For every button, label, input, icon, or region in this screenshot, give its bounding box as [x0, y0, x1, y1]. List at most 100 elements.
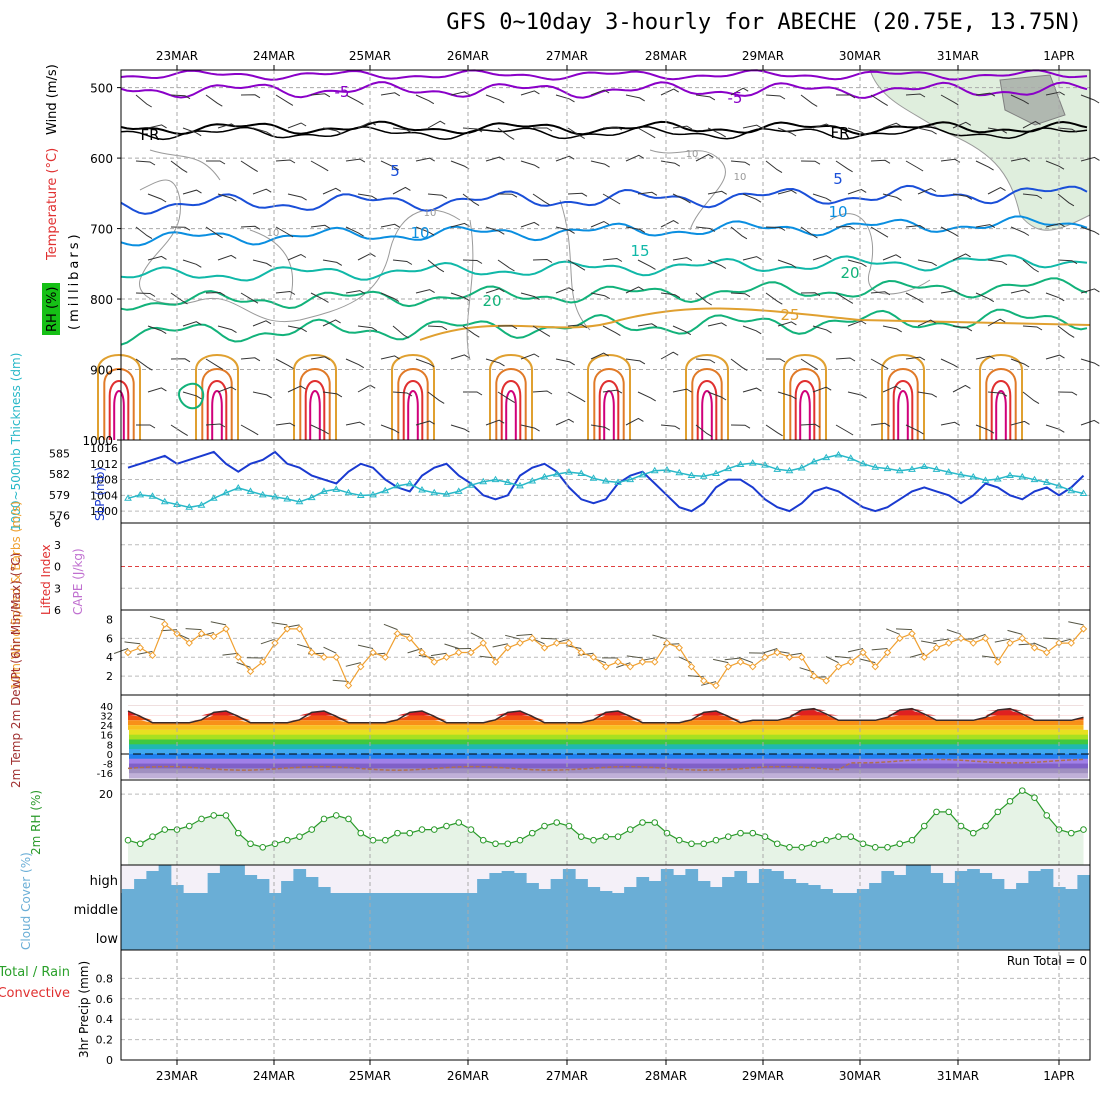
wind-barb	[427, 259, 445, 273]
rh-point	[467, 826, 475, 833]
wind-barb	[870, 94, 888, 107]
rh-point	[124, 836, 132, 844]
thickness-point	[234, 483, 243, 491]
temp-contour-loop	[897, 390, 909, 440]
wind-speed-point	[871, 662, 879, 671]
rh-point	[590, 836, 597, 844]
wind-barb	[357, 121, 376, 129]
thickness-point	[1006, 471, 1014, 479]
thickness-point	[675, 468, 684, 476]
wind-barb-10m	[799, 667, 815, 673]
wind-barb	[532, 193, 550, 206]
wind-barb	[917, 127, 937, 135]
wind-barb-10m	[383, 623, 398, 631]
wind-barb	[240, 94, 261, 99]
rh-point	[577, 833, 585, 840]
wind-barb	[812, 386, 832, 393]
wind-barb	[520, 292, 540, 301]
rh-point	[504, 840, 512, 848]
temp-contour-loop	[887, 368, 919, 440]
thickness-point	[381, 486, 390, 494]
wind-barb	[275, 159, 296, 164]
thickness-point	[430, 488, 439, 496]
wind-speed-point	[455, 648, 463, 657]
temp-contour-loop	[505, 390, 517, 440]
wind-barb	[975, 355, 995, 360]
wind-barb	[287, 122, 307, 129]
ytick-temp: -16	[97, 769, 113, 780]
rh-point	[639, 819, 646, 826]
wind-barb	[135, 94, 152, 108]
wind-barb	[392, 259, 413, 265]
rh-point	[198, 815, 205, 823]
contour-label: 10	[267, 228, 280, 239]
wind-speed-point	[504, 644, 512, 652]
thickness-point	[908, 465, 916, 472]
date-label-bottom: 26MAR	[447, 1069, 489, 1083]
wind-barb	[987, 127, 1008, 134]
rh-point	[271, 840, 279, 848]
upper-ylabel2: (millibars)	[67, 231, 82, 330]
wind-barb	[520, 160, 540, 169]
wind-barb	[847, 391, 867, 399]
ytick-pressure: 700	[90, 223, 113, 237]
rh-point	[492, 840, 499, 848]
rh-point	[234, 829, 242, 837]
cloud-high-bar	[783, 879, 797, 893]
cloud-high-bar	[281, 881, 294, 893]
contour-label: 5	[833, 170, 843, 188]
cloud-high-bar	[734, 871, 748, 893]
rh-point	[553, 819, 561, 826]
wind-speed-point	[908, 629, 916, 638]
temp-contour-loop	[598, 380, 620, 440]
cloud-high-bar	[942, 883, 956, 893]
wind-barb	[1022, 120, 1041, 129]
wind-barb	[590, 220, 610, 228]
thickness-point	[1079, 489, 1088, 496]
wind-speed-point	[246, 667, 255, 676]
contour-label: FR	[830, 124, 849, 142]
ylabel-temp2m: 2m Temp 2m DewPt (6hr Min/Max) (°C)	[9, 553, 23, 788]
wind-barb	[1010, 94, 1029, 105]
temp-contour-loop	[979, 354, 1023, 440]
thickness-line	[127, 454, 1084, 509]
wind-barb	[672, 193, 691, 204]
wind-barb	[485, 419, 505, 426]
wind-barb	[742, 256, 762, 261]
wind-barb-10m	[1068, 621, 1084, 626]
wind-speed-point	[847, 658, 855, 666]
wind-barb-10m	[357, 644, 374, 649]
wind-barb	[625, 358, 646, 365]
thickness-point	[1042, 478, 1051, 485]
temp-2m-line	[127, 707, 1084, 724]
wind-barb	[205, 226, 223, 239]
wind-barb	[882, 385, 902, 393]
thickness-point	[503, 478, 512, 485]
wind-speed-point	[148, 651, 157, 660]
temp-contour-loop	[309, 390, 321, 440]
wind-barb	[147, 255, 167, 261]
thickness-point	[822, 453, 831, 461]
thickness-point	[626, 475, 635, 483]
thickness-point	[846, 454, 855, 461]
cloud-high-bar	[489, 873, 503, 893]
wind-barb	[835, 225, 856, 230]
cloud-high-bar	[562, 869, 576, 893]
rh-point	[810, 840, 818, 848]
wind-barb	[147, 124, 167, 129]
rh-point	[626, 826, 634, 833]
wind-barb	[380, 92, 401, 97]
wind-barb	[812, 255, 832, 261]
cloud-high-bar	[1065, 889, 1078, 893]
iso-fr-a	[120, 120, 1088, 136]
wind-barb	[380, 292, 400, 302]
thickness-point	[307, 493, 316, 501]
wind-barb	[217, 254, 237, 261]
wind-speed-point	[308, 648, 316, 657]
rh-point	[1031, 794, 1038, 802]
wind-barb	[427, 120, 446, 129]
wind-barb	[520, 353, 540, 360]
cloud-high-bar	[146, 871, 160, 893]
cloud-high-bar	[930, 873, 944, 893]
wind-barb	[730, 424, 751, 429]
